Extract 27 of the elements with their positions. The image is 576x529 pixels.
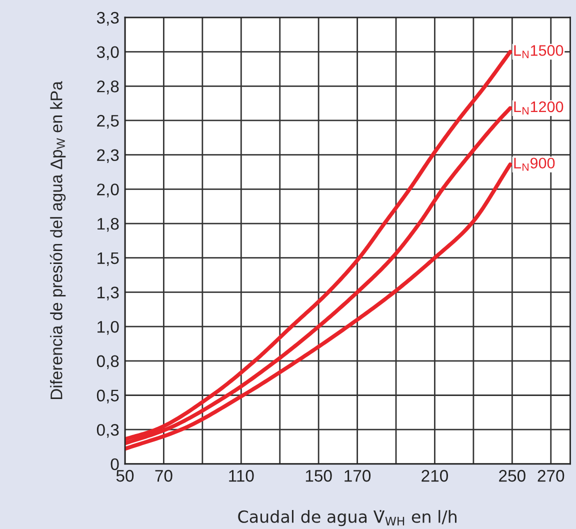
y-tick-label: 2,0 xyxy=(97,184,119,198)
x-tick-label: 250 xyxy=(499,470,526,482)
y-tick-label: 0,3 xyxy=(96,424,119,438)
y-tick-label: 0,5 xyxy=(96,390,119,404)
x-tick-label: 110 xyxy=(229,470,254,482)
series-label: L$_{N}$1200 xyxy=(514,101,564,114)
x-tick-label: 150 xyxy=(306,470,332,482)
y-tick-label: 3,3 xyxy=(96,12,119,26)
y-tick-label: 2,5 xyxy=(97,114,119,129)
y-tick-label: 1,0 xyxy=(98,320,119,335)
y-tick-label: 2,8 xyxy=(97,80,119,94)
x-tick-label: 50 xyxy=(116,470,134,482)
y-tick-label: 0 xyxy=(110,458,119,470)
y-tick-label: 1,3 xyxy=(98,286,119,300)
y-tick-label: 0,8 xyxy=(96,355,119,370)
x-tick-label: 270 xyxy=(538,470,564,482)
x-tick-label: 70 xyxy=(155,470,172,482)
series-label: L$_{N}$1500 xyxy=(514,45,564,58)
x-tick-label: 210 xyxy=(422,470,448,482)
y-tick-label: 1,8 xyxy=(98,218,119,232)
x-tick-label: 170 xyxy=(344,470,371,482)
y-tick-label: 1,5 xyxy=(98,252,119,266)
y-tick-label: 2,3 xyxy=(97,149,119,164)
y-tick-label: 3,0 xyxy=(96,46,119,60)
series-label: L$_{N}$900 xyxy=(514,158,555,171)
x-axis-title: Caudal de agua V̇$_{WH}$ en l/h xyxy=(238,510,456,526)
y-axis-title: Diferencia de presión del agua Δp$_{W}$ en kPa xyxy=(50,81,66,399)
